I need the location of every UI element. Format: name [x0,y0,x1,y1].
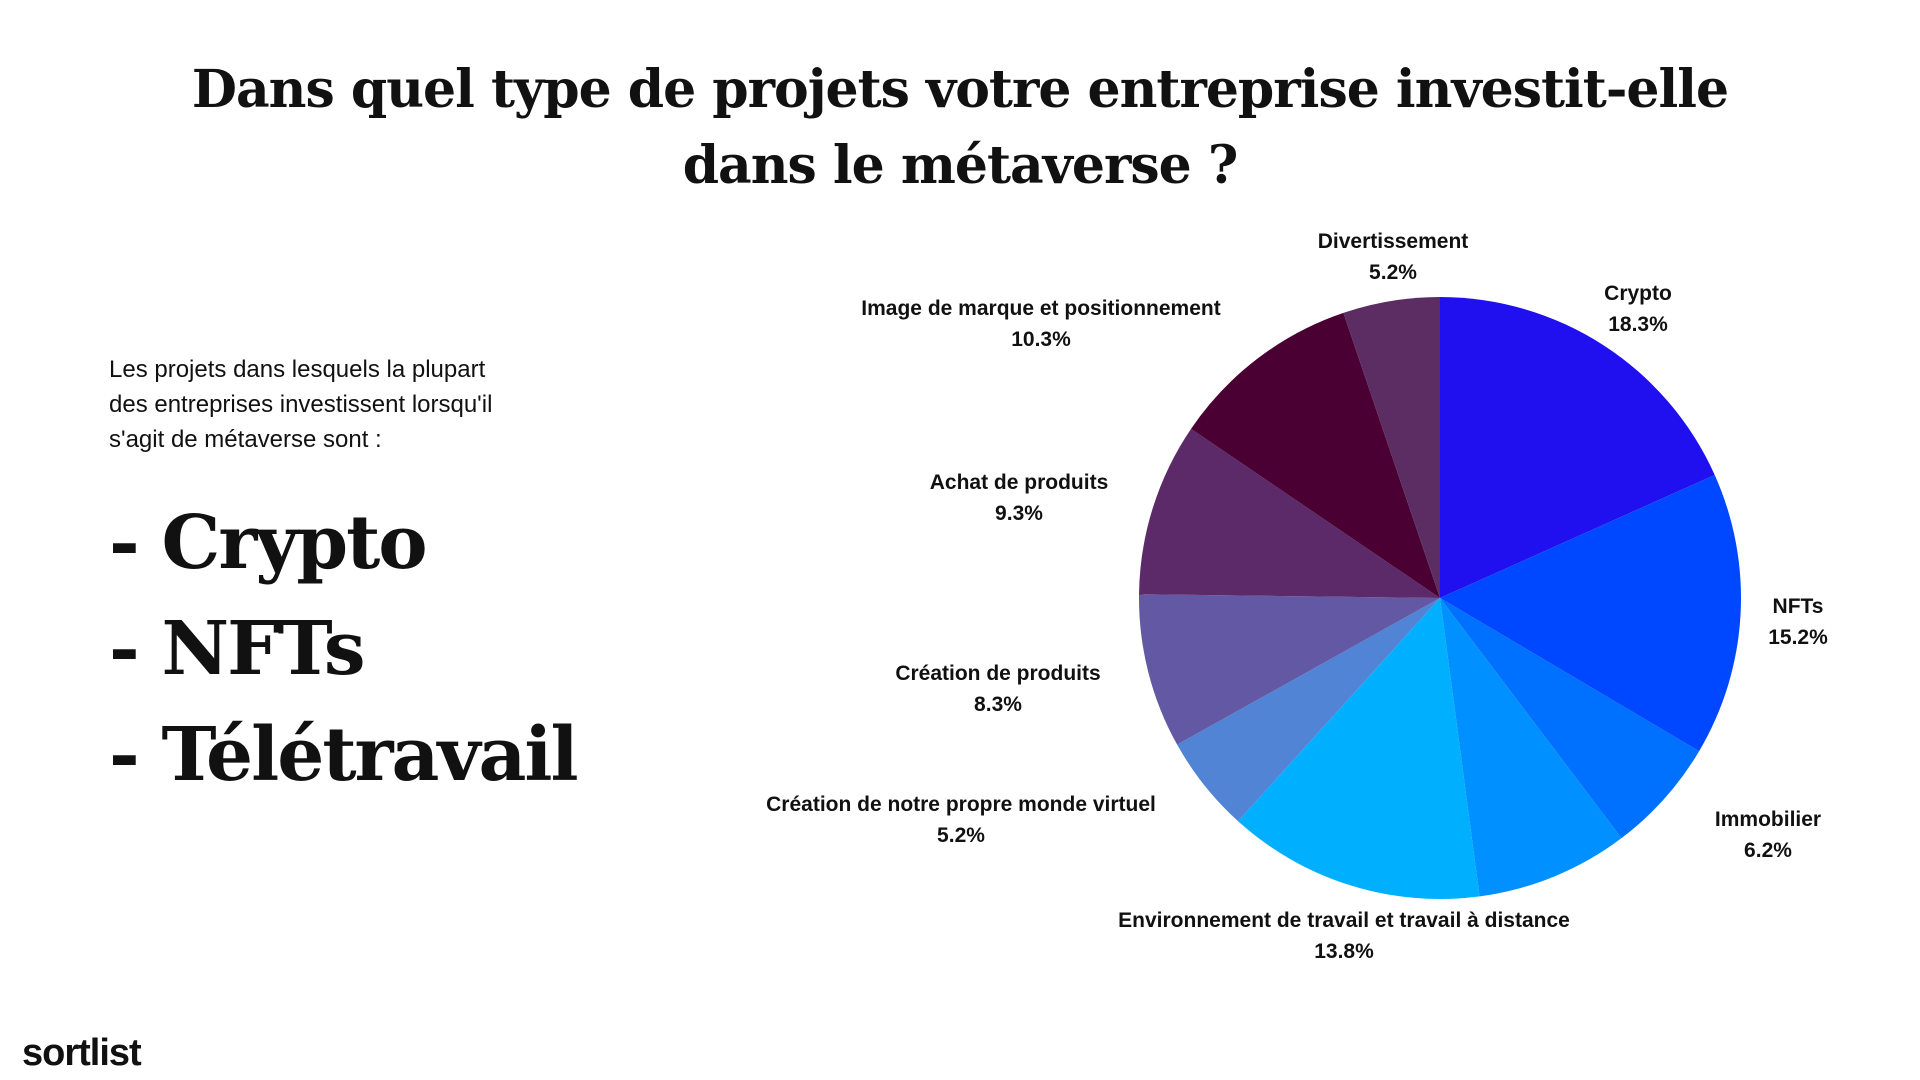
highlight-item: - NFTs [109,606,366,692]
pie-slice-crypto [1440,297,1715,598]
intro-text: Les projets dans lesquels la plupart des… [109,356,493,453]
slice-label-crypto: Crypto 18.3% [1604,282,1672,336]
highlight-list: - Crypto - NFTs - Télétravail [109,490,579,808]
slice-label-environnement: Environnement de travail et travail à di… [1118,909,1570,963]
highlight-item: - Crypto [109,500,428,586]
pie-slice-unlabeled [1440,598,1622,897]
slice-label-monde-virtuel: Création de notre propre monde virtuel 5.… [766,793,1156,847]
sortlist-logo: sortlist [22,1032,142,1074]
pie-slice-cr-ation-de-notre-propre-monde-virtuel [1177,598,1440,822]
pie-slice-environnement-de-travail-et-travail-distance [1238,598,1480,900]
slice-label-nfts: NFTs 15.2% [1768,595,1828,649]
pie-slice-cr-ation-de-produits [1139,594,1440,745]
pie-slice-divertissement [1343,297,1440,598]
slice-label-achat-produits: Achat de produits 9.3% [929,471,1109,525]
slice-label-image-marque: Image de marque et positionnement 10.3% [861,297,1221,351]
chart-title: Dans quel type de projets votre entrepri… [191,59,1729,196]
slice-label-immobilier: Immobilier 6.2% [1714,808,1822,862]
slice-label-divertissement: Divertissement 5.2% [1317,230,1469,284]
pie-slice-nfts [1440,474,1741,752]
highlight-item: - Télétravail [109,712,579,798]
pie-slice-image-de-marque-et-positionnement [1191,312,1440,598]
pie-slice-immobilier [1440,598,1700,839]
slice-label-creation-produits: Création de produits 8.3% [895,662,1101,716]
pie-slice-achat-de-produits [1139,428,1440,598]
